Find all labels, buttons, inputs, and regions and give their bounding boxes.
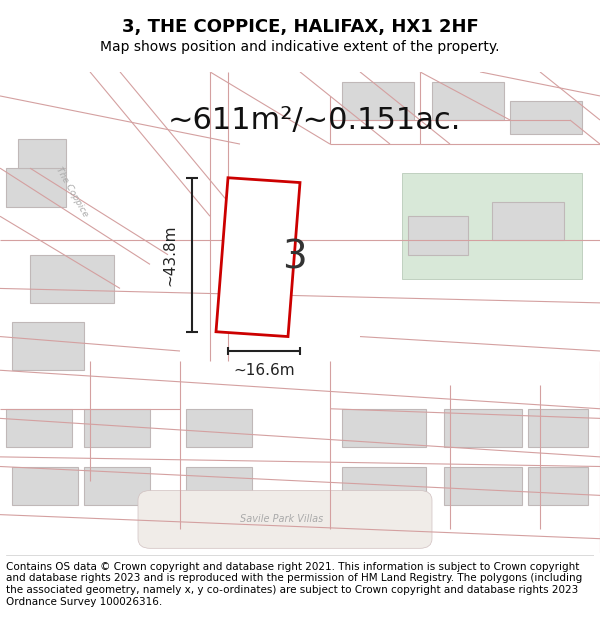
FancyBboxPatch shape [402, 173, 582, 279]
Text: Savile Park Villas: Savile Park Villas [241, 514, 323, 524]
FancyBboxPatch shape [84, 409, 150, 447]
FancyBboxPatch shape [30, 255, 114, 303]
Text: Contains OS data © Crown copyright and database right 2021. This information is : Contains OS data © Crown copyright and d… [6, 562, 582, 606]
FancyBboxPatch shape [444, 409, 522, 447]
Polygon shape [216, 177, 300, 336]
FancyBboxPatch shape [186, 466, 252, 505]
FancyBboxPatch shape [408, 216, 468, 255]
FancyBboxPatch shape [528, 466, 588, 505]
Text: ~611m²/~0.151ac.: ~611m²/~0.151ac. [168, 106, 461, 134]
Text: ~16.6m: ~16.6m [233, 363, 295, 378]
FancyBboxPatch shape [492, 202, 564, 240]
FancyBboxPatch shape [6, 168, 66, 207]
FancyBboxPatch shape [432, 81, 504, 120]
FancyBboxPatch shape [342, 409, 426, 447]
FancyBboxPatch shape [510, 101, 582, 134]
FancyBboxPatch shape [6, 409, 72, 447]
Text: Map shows position and indicative extent of the property.: Map shows position and indicative extent… [100, 40, 500, 54]
FancyBboxPatch shape [528, 409, 588, 447]
Text: ~43.8m: ~43.8m [162, 224, 177, 286]
FancyBboxPatch shape [18, 139, 66, 168]
FancyBboxPatch shape [12, 322, 84, 370]
FancyBboxPatch shape [12, 466, 78, 505]
Text: 3: 3 [281, 238, 307, 276]
Text: 3, THE COPPICE, HALIFAX, HX1 2HF: 3, THE COPPICE, HALIFAX, HX1 2HF [122, 18, 478, 36]
FancyBboxPatch shape [186, 409, 252, 447]
FancyBboxPatch shape [84, 466, 150, 505]
FancyBboxPatch shape [342, 81, 414, 120]
FancyBboxPatch shape [138, 491, 432, 548]
FancyBboxPatch shape [342, 466, 426, 505]
Text: The Coppice: The Coppice [54, 166, 90, 219]
FancyBboxPatch shape [444, 466, 522, 505]
